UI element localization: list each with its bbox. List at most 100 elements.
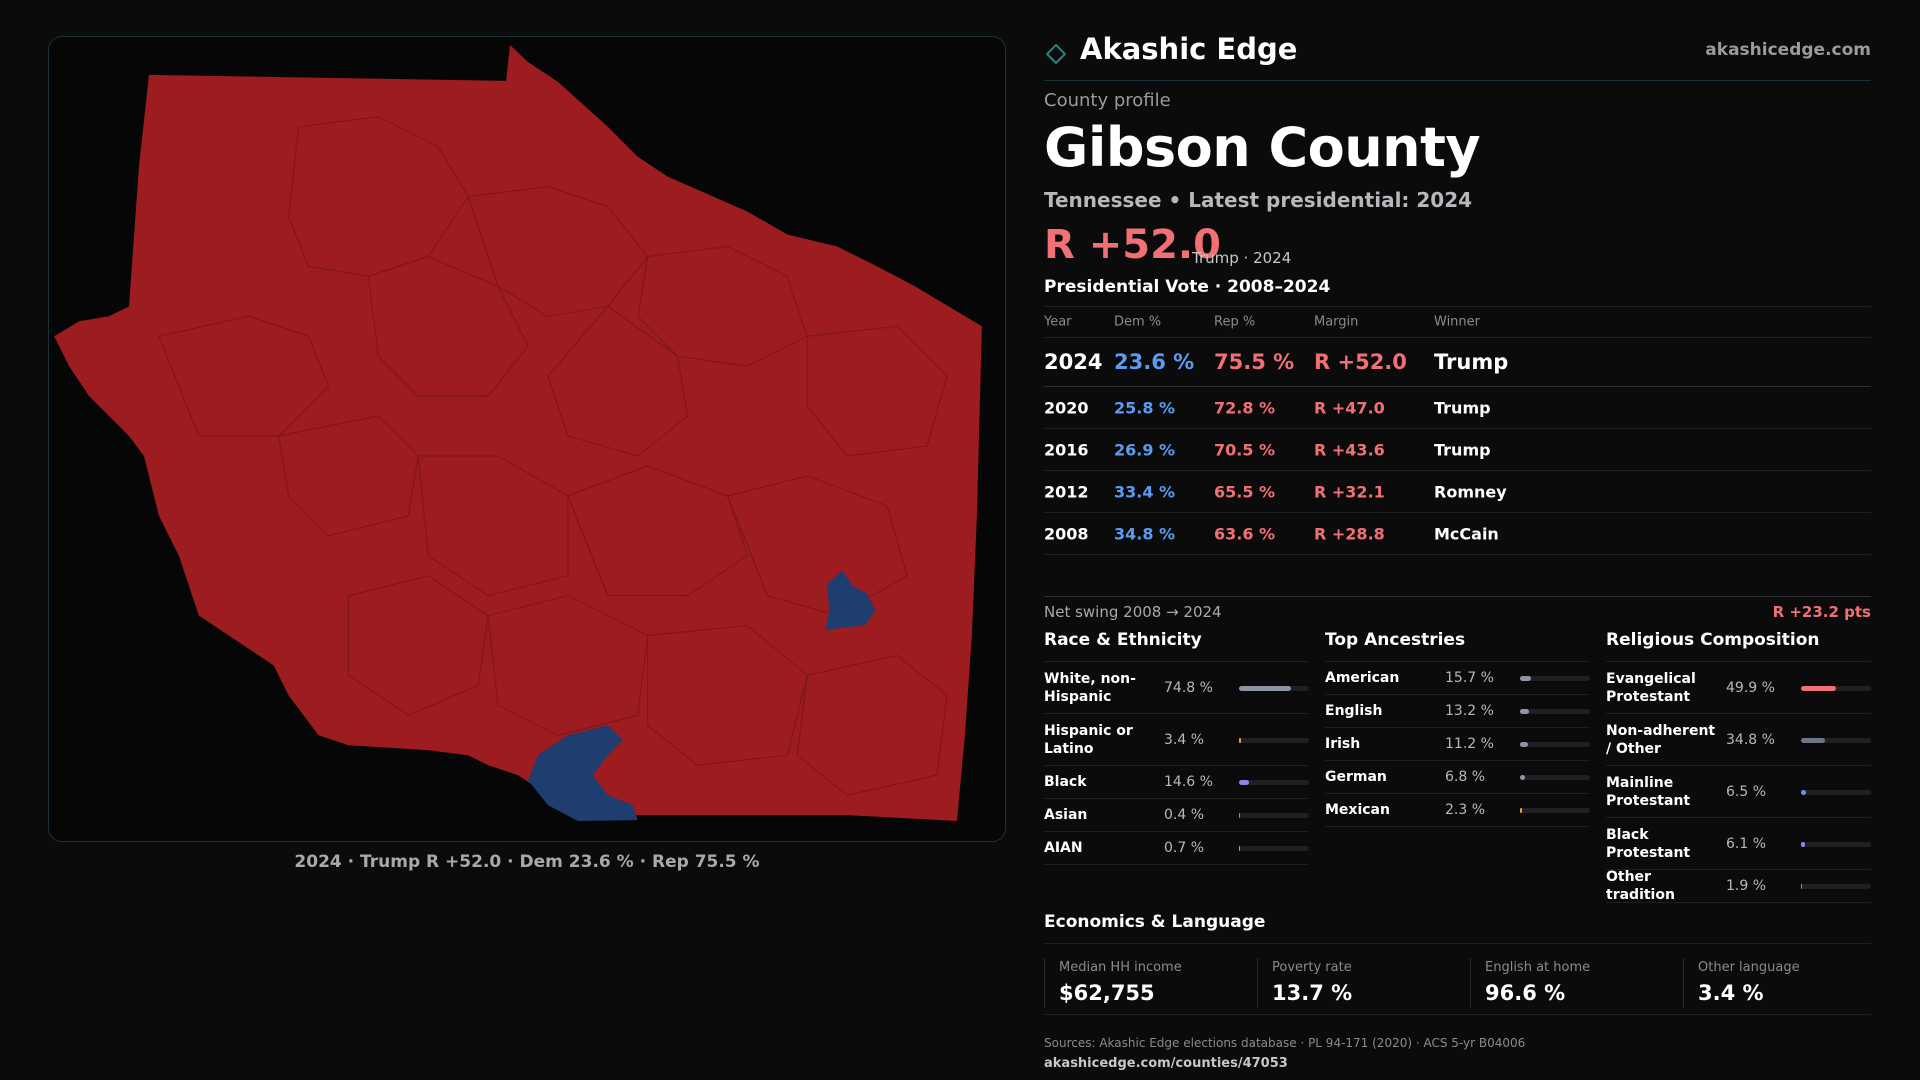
- ancestry-bar: [1520, 808, 1590, 813]
- econ-card-other-language: Other language 3.4 %: [1683, 958, 1895, 1008]
- religion-label: Evangelical Protestant: [1606, 670, 1696, 705]
- ancestry-bar: [1520, 742, 1590, 747]
- net-swing: Net swing 2008 → 2024 R +23.2 pts: [1044, 596, 1871, 627]
- religion-bar-fill: [1801, 737, 1826, 743]
- header-margin: Margin: [1314, 314, 1359, 330]
- econ-value: $62,755: [1059, 981, 1155, 1005]
- ancestry-value: 15.7 %: [1445, 670, 1494, 686]
- econ-card-english: English at home 96.6 %: [1470, 958, 1682, 1008]
- economics-grid: Median HH income $62,755 Poverty rate 13…: [1044, 958, 1871, 1015]
- headline-margin: R +52.0: [1044, 222, 1221, 268]
- religion-section: Religious Composition Evangelical Protes…: [1606, 630, 1871, 903]
- race-bar-fill: [1239, 685, 1292, 691]
- row-winner: Trump: [1434, 350, 1509, 374]
- ancestry-row: German 6.8 %: [1325, 761, 1590, 794]
- race-title: Race & Ethnicity: [1044, 630, 1309, 662]
- row-winner: McCain: [1434, 524, 1499, 543]
- econ-label: English at home: [1485, 960, 1591, 975]
- religion-value: 6.1 %: [1726, 835, 1767, 852]
- religion-label: Other tradition: [1606, 869, 1675, 903]
- row-dem: 33.4 %: [1114, 482, 1176, 501]
- precinct-map-svg[interactable]: [49, 37, 1005, 841]
- race-row: Asian 0.4 %: [1044, 799, 1309, 832]
- race-bar: [1239, 780, 1309, 785]
- religion-bar: [1801, 841, 1871, 847]
- religion-row: Black Protestant 6.1 %: [1606, 818, 1871, 870]
- race-bar-fill: [1239, 737, 1242, 743]
- ancestry-value: 6.8 %: [1445, 769, 1486, 785]
- row-dem: 26.9 %: [1114, 440, 1176, 459]
- vote-table: Year Dem % Rep % Margin Winner 2024 23.6…: [1044, 306, 1871, 555]
- race-value: 0.4 %: [1164, 807, 1205, 823]
- county-map[interactable]: [48, 36, 1006, 842]
- religion-bar: [1801, 884, 1871, 889]
- econ-value: 96.6 %: [1485, 981, 1566, 1005]
- sources-note: Sources: Akashic Edge elections database…: [1044, 1036, 1526, 1050]
- econ-label: Other language: [1698, 960, 1800, 975]
- diamond-logo-icon: [1046, 44, 1066, 64]
- race-bar: [1239, 813, 1309, 818]
- row-rep: 65.5 %: [1214, 482, 1276, 501]
- row-year: 2024: [1044, 350, 1103, 374]
- header-dem: Dem %: [1114, 314, 1162, 330]
- row-winner: Trump: [1434, 398, 1491, 417]
- page-url-link[interactable]: akashicedge.com/counties/47053: [1044, 1056, 1288, 1071]
- race-label: Black: [1044, 774, 1087, 790]
- row-winner: Romney: [1434, 482, 1507, 501]
- table-row: 2024 23.6 % 75.5 % R +52.0 Trump: [1044, 338, 1871, 387]
- ancestry-label: English: [1325, 703, 1383, 719]
- econ-label: Median HH income: [1059, 960, 1182, 975]
- row-rep: 70.5 %: [1214, 440, 1276, 459]
- table-row: 2020 25.8 % 72.8 % R +47.0 Trump: [1044, 387, 1871, 429]
- county-shape-rep[interactable]: [54, 44, 982, 822]
- religion-bar: [1801, 685, 1871, 691]
- race-bar: [1239, 685, 1309, 691]
- race-value: 14.6 %: [1164, 774, 1213, 790]
- ancestry-title: Top Ancestries: [1325, 630, 1590, 662]
- row-margin: R +28.8: [1314, 524, 1385, 543]
- row-dem: 25.8 %: [1114, 398, 1176, 417]
- row-rep: 72.8 %: [1214, 398, 1276, 417]
- religion-value: 34.8 %: [1726, 731, 1775, 748]
- row-rep: 63.6 %: [1214, 524, 1276, 543]
- religion-row: Non-adherent / Other 34.8 %: [1606, 714, 1871, 766]
- religion-bar: [1801, 737, 1871, 743]
- race-bar-fill: [1239, 846, 1241, 851]
- religion-row: Other tradition 1.9 %: [1606, 869, 1871, 903]
- econ-value: 3.4 %: [1698, 981, 1764, 1005]
- ancestry-label: German: [1325, 769, 1387, 785]
- religion-row: Evangelical Protestant 49.9 %: [1606, 662, 1871, 714]
- ancestry-bar-fill: [1520, 775, 1525, 780]
- row-margin: R +47.0: [1314, 398, 1385, 417]
- race-label: White, non-Hispanic: [1044, 670, 1136, 705]
- profile-panel: Akashic Edge akashicedge.com County prof…: [1044, 30, 1871, 1071]
- precinct-dem-east[interactable]: [825, 570, 876, 631]
- ancestry-bar-fill: [1520, 742, 1528, 747]
- profile-kicker: County profile: [1044, 90, 1171, 111]
- precinct-dem-south[interactable]: [527, 725, 638, 822]
- ancestry-bar-fill: [1520, 676, 1531, 681]
- religion-row: Mainline Protestant 6.5 %: [1606, 766, 1871, 818]
- religion-value: 1.9 %: [1726, 878, 1767, 894]
- ancestry-row: Irish 11.2 %: [1325, 728, 1590, 761]
- ancestry-bar: [1520, 709, 1590, 714]
- brand-url-link[interactable]: akashicedge.com: [1705, 40, 1871, 60]
- header-rep: Rep %: [1214, 314, 1256, 330]
- row-margin: R +43.6: [1314, 440, 1385, 459]
- ancestry-bar-fill: [1520, 808, 1522, 813]
- ancestry-label: American: [1325, 670, 1400, 686]
- ancestry-value: 2.3 %: [1445, 802, 1486, 818]
- religion-value: 6.5 %: [1726, 783, 1767, 800]
- brand-name[interactable]: Akashic Edge: [1080, 32, 1298, 66]
- religion-bar-fill: [1801, 884, 1803, 889]
- vote-section-title: Presidential Vote · 2008–2024: [1044, 277, 1331, 297]
- row-rep: 75.5 %: [1214, 350, 1295, 374]
- race-bar: [1239, 846, 1309, 851]
- religion-bar-fill: [1801, 789, 1806, 795]
- race-bar-fill: [1239, 813, 1241, 818]
- race-label: AIAN: [1044, 840, 1083, 856]
- race-value: 0.7 %: [1164, 840, 1205, 856]
- econ-card-income: Median HH income $62,755: [1044, 958, 1256, 1008]
- religion-label: Mainline Protestant: [1606, 774, 1691, 809]
- header-year: Year: [1044, 314, 1072, 330]
